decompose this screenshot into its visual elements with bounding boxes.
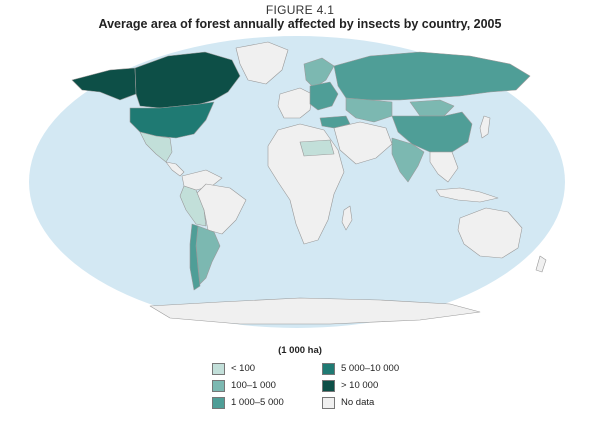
- region-united-states: [129, 101, 215, 139]
- region-middle-east: [333, 121, 393, 165]
- region-kazakhstan: [345, 97, 393, 123]
- region-europe-central: [309, 81, 339, 111]
- legend-swatch: [322, 362, 335, 375]
- region-new-zealand: [535, 255, 547, 273]
- legend-item-5000-10000: 5 000–10 000: [322, 362, 399, 375]
- region-scandinavia: [303, 57, 335, 89]
- figure-title: Average area of forest annually affected…: [98, 17, 502, 31]
- region-japan: [479, 115, 491, 139]
- legend-item-no-data: No data: [322, 396, 374, 409]
- region-madagascar: [341, 205, 353, 231]
- legend-item-gt10000: > 10 000: [322, 379, 378, 392]
- region-greenland: [235, 41, 289, 85]
- legend-title: (1 000 ha): [278, 345, 322, 356]
- legend-label: 100–1 000: [231, 380, 276, 391]
- region-india: [391, 137, 425, 183]
- region-china: [391, 111, 473, 153]
- legend-swatch: [212, 379, 225, 392]
- legend-item-1000-5000: 1 000–5 000: [212, 396, 284, 409]
- legend: < 100 100–1 000 1 000–5 000 5 000–10 000…: [212, 362, 442, 418]
- region-central-america: [165, 161, 185, 177]
- legend-label: > 10 000: [341, 380, 379, 391]
- legend-label: < 100: [231, 363, 256, 374]
- legend-swatch: [322, 379, 335, 392]
- region-africa-sahel: [299, 139, 335, 157]
- region-mexico: [139, 131, 173, 163]
- legend-swatch: [322, 396, 335, 409]
- region-australia: [457, 207, 523, 259]
- region-europe-west: [277, 87, 313, 119]
- legend-label: 5 000–10 000: [341, 363, 400, 374]
- region-alaska: [71, 67, 137, 101]
- region-peru-bolivia: [179, 185, 207, 227]
- region-antarctica: [149, 297, 481, 325]
- region-indonesia: [435, 187, 499, 203]
- region-chile: [189, 223, 201, 291]
- legend-swatch: [212, 396, 225, 409]
- region-southeast-asia: [429, 151, 459, 183]
- legend-item-100-1000: 100–1 000: [212, 379, 276, 392]
- region-mongolia: [409, 99, 455, 117]
- legend-label: No data: [341, 397, 375, 408]
- legend-swatch: [212, 362, 225, 375]
- figure-label: FIGURE 4.1: [265, 3, 335, 17]
- world-map: [29, 36, 565, 328]
- legend-item-lt100: < 100: [212, 362, 255, 375]
- legend-label: 1 000–5 000: [231, 397, 284, 408]
- region-canada: [134, 51, 241, 109]
